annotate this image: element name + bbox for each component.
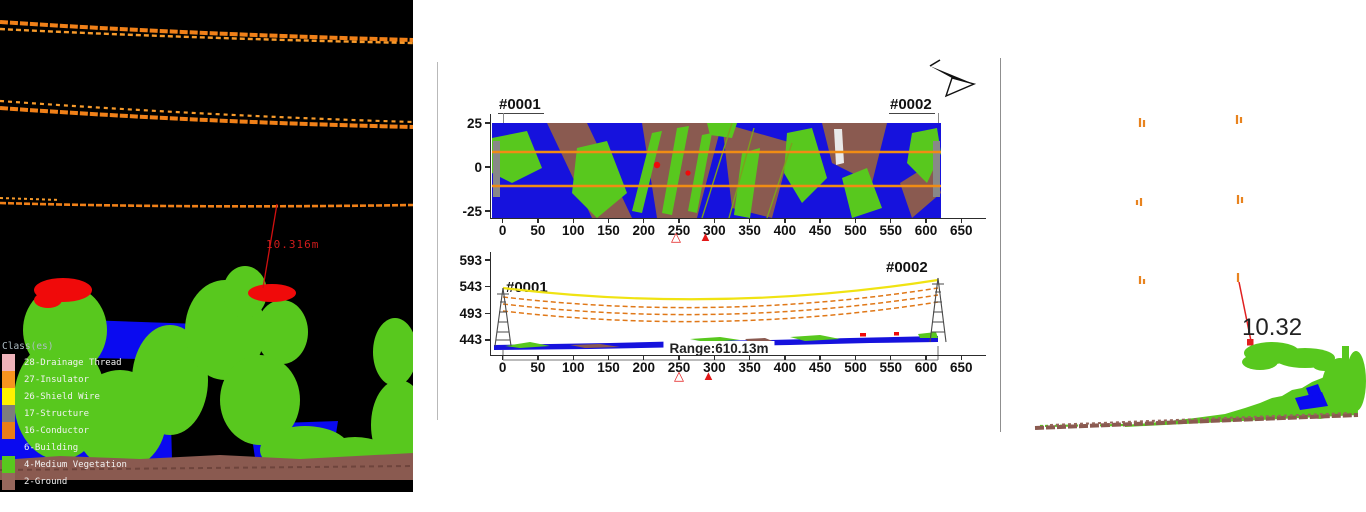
legend-item: 6-Building (2, 439, 202, 456)
x-tick: 450 (803, 218, 838, 238)
conductor-marks (1135, 115, 1244, 284)
y-tick: 493 (459, 306, 490, 321)
y-tick: -25 (462, 204, 490, 219)
plan-end-tower-label: #0002 (889, 96, 935, 114)
legend-item: 27-Insulator (2, 371, 202, 388)
legend-item: 2-Ground (2, 473, 202, 490)
profile-x-axis-ticks: 0 50 100 150 200 250 300 350 400 450 500 550 600 650 (485, 355, 979, 375)
legend-item-label: 6-Building (24, 442, 79, 453)
legend-item-label: 26-Shield Wire (24, 391, 100, 402)
legend-item-label: 17-Structure (24, 408, 90, 419)
side-view-panel[interactable]: 10.316m Class(es) 28-Drainage Thread 27-… (0, 0, 413, 492)
legend-color-swatch (2, 439, 15, 456)
north-arrow-icon (929, 59, 977, 98)
legend-item-label: 2-Ground (24, 476, 68, 487)
plan-end-leader-line (938, 113, 939, 127)
legend-item-label: 16-Conductor (24, 425, 90, 436)
x-tick: 450 (803, 355, 838, 375)
panel-divider-right (1000, 58, 1001, 432)
x-tick: 50 (520, 218, 555, 238)
plan-view-plot[interactable] (492, 123, 941, 218)
legend-color-swatch (2, 473, 15, 490)
x-tick: 250 (661, 218, 696, 238)
profile-end-tower-label: #0002 (886, 259, 928, 276)
hollow-triangle-marker: △ (674, 368, 684, 383)
legend-color-swatch (2, 354, 15, 371)
profile-y-axis (490, 252, 492, 356)
x-tick: 350 (732, 355, 767, 375)
y-tick: 543 (459, 279, 490, 294)
x-tick: 400 (767, 355, 802, 375)
legend-item: 17-Structure (2, 405, 202, 422)
x-tick: 150 (591, 355, 626, 375)
plan-x-axis (490, 218, 986, 220)
legend-color-swatch (2, 388, 15, 405)
legend-items: 28-Drainage Thread 27-Insulator 26-Shiel… (2, 354, 202, 490)
legend-item-label: 28-Drainage Thread (24, 357, 122, 368)
x-tick: 50 (520, 355, 555, 375)
legend-item-label: 4-Medium Vegetation (24, 459, 127, 470)
x-tick: 0 (485, 355, 520, 375)
y-tick: 593 (459, 253, 490, 268)
point-cloud-front-view (1034, 115, 1366, 430)
hollow-triangle-marker: △ (671, 229, 681, 244)
x-tick: 200 (626, 355, 661, 375)
measurement-label-front: 10.32 (1242, 314, 1303, 341)
x-tick: 200 (626, 218, 661, 238)
panel-divider-left (437, 62, 438, 420)
x-tick: 600 (908, 355, 943, 375)
legend-item: 16-Conductor (2, 422, 202, 439)
legend-color-swatch (2, 456, 15, 473)
x-tick: 650 (944, 218, 979, 238)
y-tick: 25 (467, 116, 490, 131)
x-tick: 100 (556, 355, 591, 375)
tower-0001-glyph (494, 287, 512, 347)
tower-0002-glyph (929, 277, 947, 343)
legend-item: 28-Drainage Thread (2, 354, 202, 371)
legend-color-swatch (2, 405, 15, 422)
x-tick: 100 (556, 218, 591, 238)
legend-color-swatch (2, 371, 15, 388)
legend-item: 26-Shield Wire (2, 388, 202, 405)
range-label: Range:610.13m (663, 341, 775, 356)
point-cloud-side-view (0, 20, 413, 480)
x-tick: 600 (908, 218, 943, 238)
legend-color-swatch (2, 422, 15, 439)
filled-triangle-marker: ▲ (702, 368, 715, 383)
x-tick: 400 (767, 218, 802, 238)
x-tick: 300 (697, 218, 732, 238)
front-view-panel[interactable] (1010, 56, 1366, 446)
classification-legend: Class(es) 28-Drainage Thread 27-Insulato… (2, 341, 202, 490)
x-tick: 650 (944, 355, 979, 375)
plan-y-axis-ticks: 25 0 -25 (452, 116, 490, 219)
plan-x-axis-ticks: 0 50 100 150 200 250 300 350 400 450 500 550 600 650 (485, 218, 979, 238)
x-tick: 500 (838, 218, 873, 238)
x-tick: 250 (661, 355, 696, 375)
x-tick: 300 (697, 355, 732, 375)
y-tick: 443 (459, 332, 490, 347)
profile-x-axis (490, 355, 986, 357)
x-tick: 550 (873, 218, 908, 238)
filled-triangle-marker: ▲ (699, 229, 712, 244)
profile-y-axis-ticks: 593 543 493 443 (448, 253, 490, 347)
legend-title: Class(es) (2, 341, 54, 352)
plan-start-tower-label: #0001 (498, 96, 544, 114)
x-tick: 350 (732, 218, 767, 238)
legend-item-label: 27-Insulator (24, 374, 90, 385)
legend-item: 4-Medium Vegetation (2, 456, 202, 473)
x-tick: 500 (838, 355, 873, 375)
x-tick: 550 (873, 355, 908, 375)
plan-start-leader-line (503, 113, 504, 127)
measurement-label-side: 10.316m (266, 238, 320, 251)
y-tick: 0 (474, 160, 490, 175)
plan-y-axis (490, 114, 492, 218)
x-tick: 0 (485, 218, 520, 238)
x-tick: 150 (591, 218, 626, 238)
